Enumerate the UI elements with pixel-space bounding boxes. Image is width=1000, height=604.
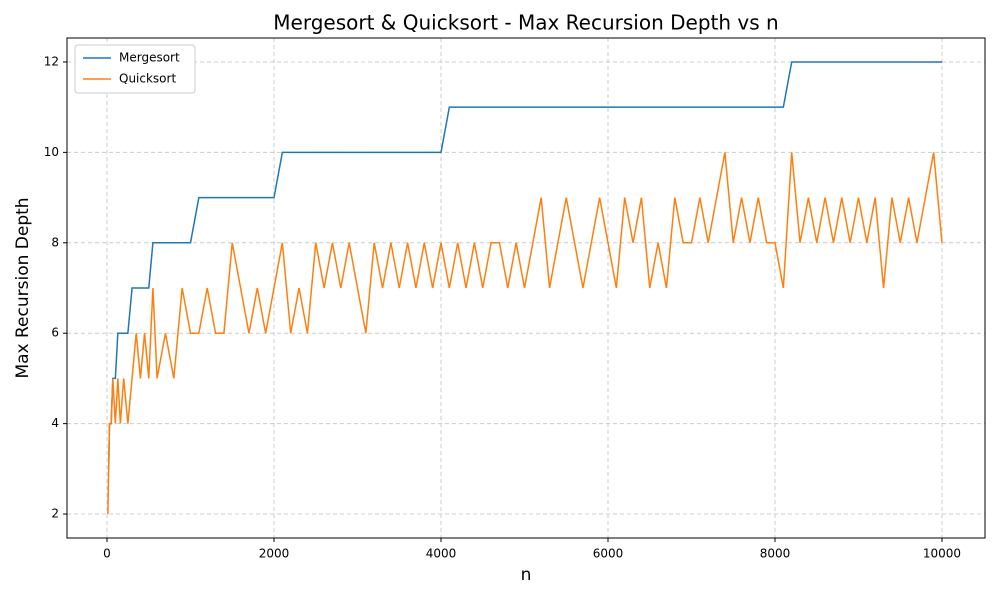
y-axis-label: Max Recursion Depth bbox=[13, 197, 33, 378]
chart-title: Mergesort & Quicksort - Max Recursion De… bbox=[273, 11, 778, 35]
y-tick-label: 6 bbox=[51, 326, 59, 340]
y-tick-label: 4 bbox=[51, 416, 59, 430]
legend-label: Mergesort bbox=[119, 51, 180, 65]
x-tick-label: 2000 bbox=[259, 547, 290, 561]
x-tick-label: 8000 bbox=[760, 547, 791, 561]
plot-frame bbox=[66, 37, 986, 539]
legend-label: Quicksort bbox=[119, 72, 176, 86]
x-tick-label: 6000 bbox=[593, 547, 624, 561]
y-tick-label: 12 bbox=[44, 54, 59, 68]
x-tick-label: 4000 bbox=[426, 547, 457, 561]
y-tick-label: 10 bbox=[44, 145, 59, 159]
y-tick-label: 8 bbox=[51, 235, 59, 249]
x-tick-label: 0 bbox=[103, 547, 111, 561]
y-tick-label: 2 bbox=[51, 507, 59, 521]
series-line bbox=[107, 152, 943, 515]
legend-box bbox=[74, 44, 196, 94]
x-axis-label: n bbox=[521, 565, 532, 585]
series-line bbox=[107, 61, 942, 470]
x-tick-label: 10000 bbox=[923, 547, 961, 561]
